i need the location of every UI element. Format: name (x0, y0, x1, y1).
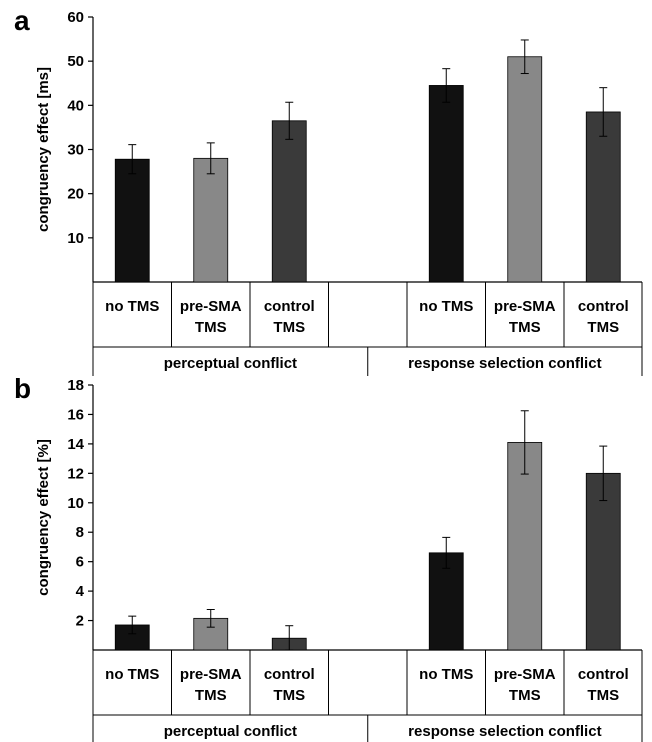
y-tick-label: 12 (67, 465, 84, 482)
category-label: control (264, 666, 315, 683)
category-label: no TMS (105, 666, 159, 683)
y-tick-label: 40 (67, 97, 84, 114)
y-tick-label: 30 (67, 142, 84, 159)
bar (507, 56, 543, 283)
category-label: TMS (195, 319, 227, 336)
panel-label: a (14, 5, 30, 36)
category-label: pre-SMA (180, 298, 242, 315)
group-label: perceptual conflict (164, 723, 297, 740)
category-label: control (264, 298, 315, 315)
bar (193, 157, 229, 283)
category-label: TMS (587, 319, 619, 336)
y-tick-label: 14 (67, 436, 84, 453)
y-tick-label: 6 (76, 554, 84, 571)
chart-panel-a: a congruency effect [ms] 10 20 30 40 50 60 no TM… (14, 5, 643, 376)
category-label: control (578, 666, 629, 683)
category-label: TMS (509, 687, 541, 704)
category-label: no TMS (105, 298, 159, 315)
category-label: TMS (273, 687, 305, 704)
y-tick-label: 18 (67, 377, 84, 394)
group-label: perceptual conflict (164, 355, 297, 372)
category-label: TMS (509, 319, 541, 336)
y-tick-label: 4 (76, 583, 85, 600)
y-tick-label: 16 (67, 406, 84, 423)
y-axis-label: congruency effect [%] (35, 439, 52, 596)
y-tick-label: 10 (67, 495, 84, 512)
y-tick-label: 20 (67, 186, 84, 203)
y-tick-label: 2 (76, 613, 84, 630)
category-label: TMS (195, 687, 227, 704)
y-axis-label: congruency effect [ms] (35, 67, 52, 232)
chart-panel-b: b congruency effect [%] 2 4 6 8 10 12 14 16 18 no T… (14, 373, 643, 742)
bar (271, 120, 307, 283)
category-label: pre-SMA (494, 298, 556, 315)
y-tick-label: 60 (67, 9, 84, 26)
group-label: response selection conflict (408, 355, 601, 372)
group-label: response selection conflict (408, 723, 601, 740)
bar (428, 85, 464, 283)
category-label: TMS (273, 319, 305, 336)
bar (585, 111, 621, 283)
category-label: no TMS (419, 666, 473, 683)
category-label: control (578, 298, 629, 315)
panel-label: b (14, 373, 31, 404)
category-label: pre-SMA (180, 666, 242, 683)
category-label: TMS (587, 687, 619, 704)
category-label: no TMS (419, 298, 473, 315)
bar (428, 552, 464, 651)
y-tick-label: 8 (76, 524, 84, 541)
bar (114, 158, 150, 283)
y-tick-label: 10 (67, 230, 84, 247)
y-tick-label: 50 (67, 53, 84, 70)
category-label: pre-SMA (494, 666, 556, 683)
